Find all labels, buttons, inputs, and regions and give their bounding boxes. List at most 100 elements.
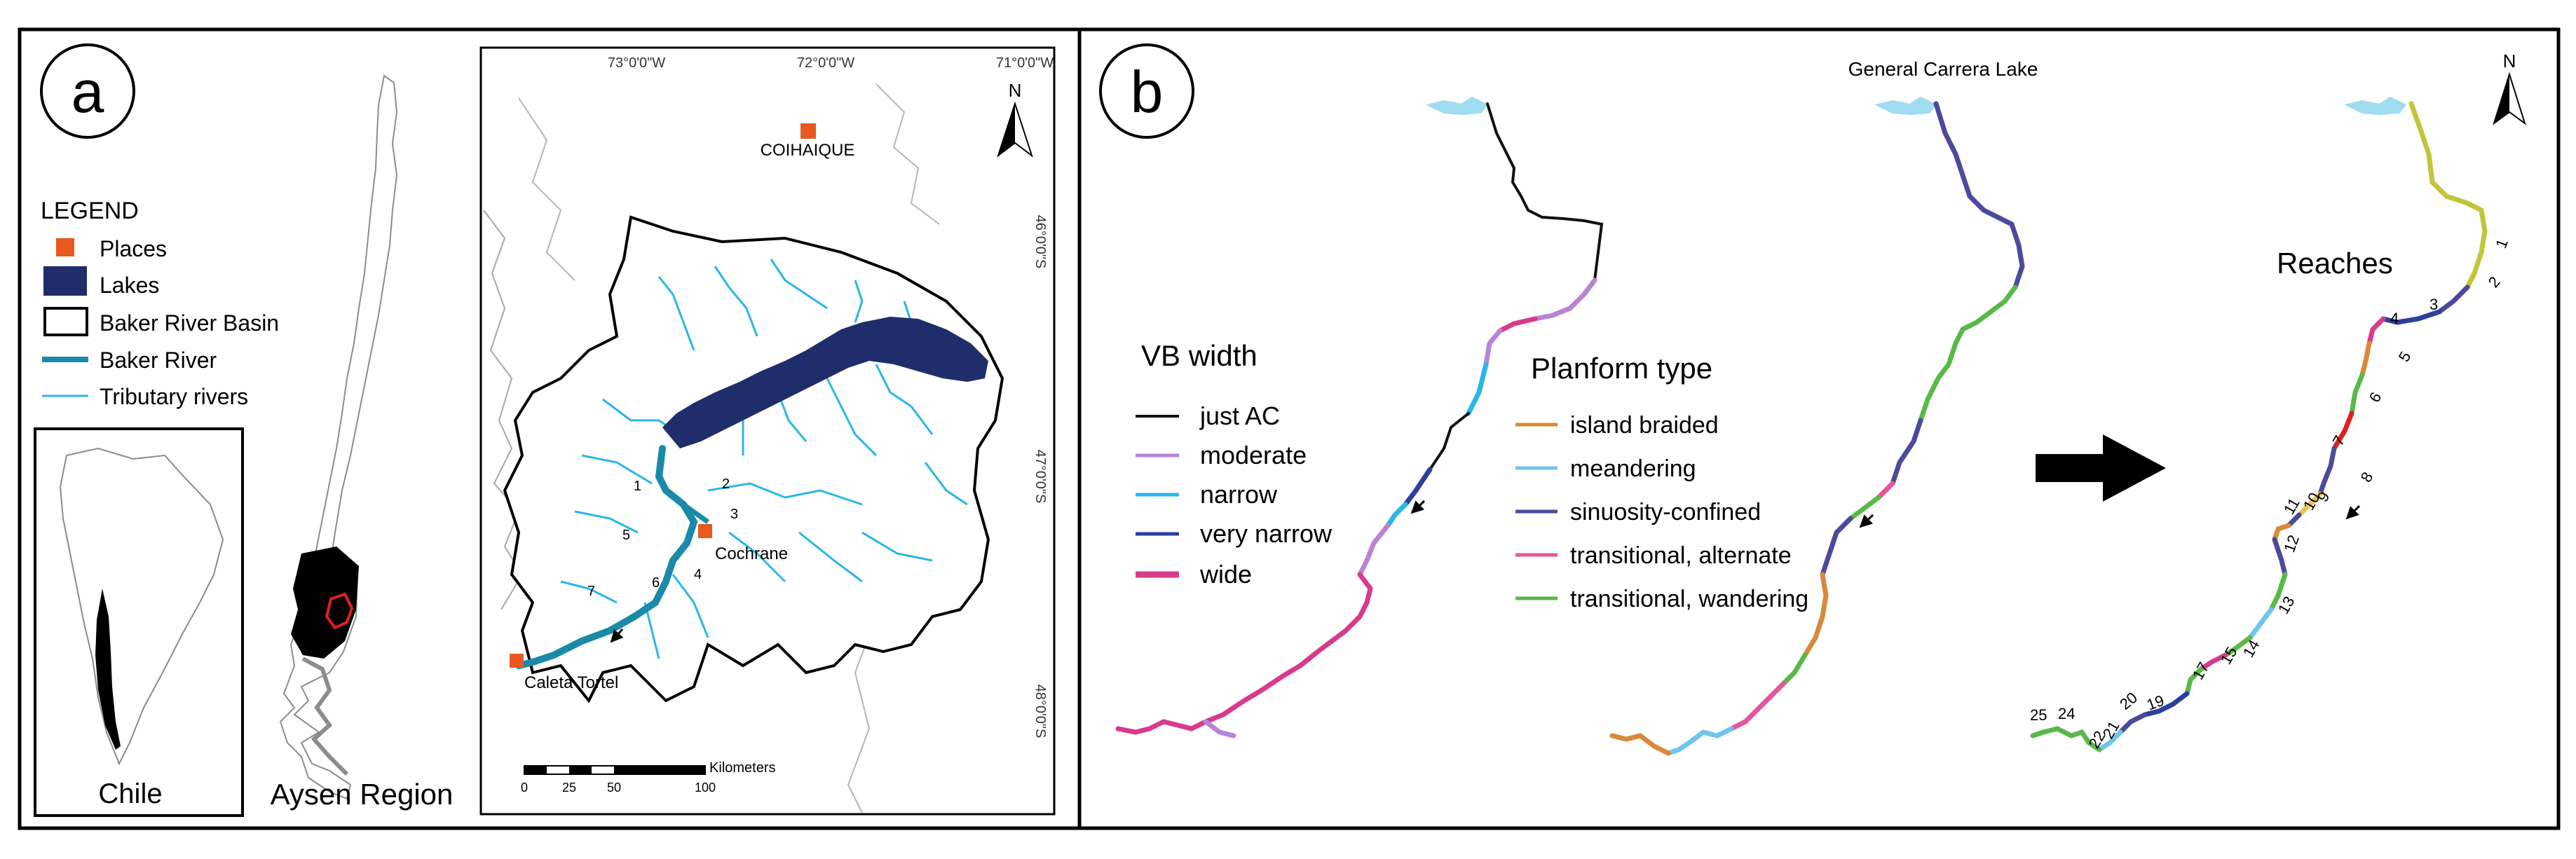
baker-river [515,445,698,669]
panel-a-label: a [71,59,104,125]
aysen-region-shape [291,547,359,659]
planform-title: Planform type [1531,352,1712,385]
place-tortel-label: Caleta Tortel [524,673,618,692]
vb-width-title: VB width [1141,339,1258,372]
reach-num-1: 1 [2492,237,2512,251]
panel-b-label: b [1131,59,1164,125]
panel-b-badge [1099,43,1194,139]
panel-a: a LEGEND Places Lakes Baker River Basin … [34,43,1056,817]
border-line-south [847,616,877,813]
reach-num-8: 8 [2357,469,2377,485]
transition-arrow-icon [2036,434,2166,502]
place-cochrane-label: Cochrane [715,544,788,563]
reach-num-7: 7 [2329,432,2349,448]
lake-label-b: General Carrera Lake [1848,58,2038,80]
baker-basin-outline-small [325,592,354,630]
reach-num-12: 12 [2280,532,2303,555]
map-num-3: 3 [730,507,738,522]
vb-width-legend: VB width just AC moderate narrow very na… [1136,339,1333,589]
place-coihaique-marker [800,123,816,139]
aysen-label: Aysen Region [271,778,454,811]
patagonia-islands [301,657,349,776]
lat-label-46: 46°0'0"S [1033,215,1048,269]
north-label-b: N [2503,50,2516,71]
panel-a-badge [40,43,135,139]
place-coihaique-label: COIHAIQUE [761,141,855,160]
scale-tick-25: 25 [562,781,576,795]
place-tortel-marker [510,654,524,668]
lon-label-73: 73°0'0"W [608,55,665,71]
legend-places-swatch [56,238,74,256]
vb-label-3: very narrow [1200,519,1333,548]
legend-baker-label: Baker River [100,348,217,373]
reach-num-6: 6 [2366,389,2385,405]
baker-basin-map: 73°0'0"W 72°0'0"W 71°0'0"W 46°0'0"S 47°0… [479,46,1056,816]
scale-bar: 0 25 50 100 Kilometers [521,760,775,795]
reach-num-4: 4 [2390,310,2399,327]
flow-arrow-b3 [2345,504,2361,520]
reach-num-2: 2 [2485,273,2504,291]
chile-outline [279,74,398,800]
planform-label-2: sinuosity-confined [1570,499,1761,525]
map-num-5: 5 [622,528,630,543]
baker-branch [681,502,710,524]
planform-legend: Planform type island braided meandering … [1515,352,1808,612]
chile-inset: Chile [34,427,244,817]
vb-label-1: moderate [1200,441,1307,469]
scale-tick-100: 100 [695,781,716,795]
map-num-2: 2 [722,476,730,492]
legend-title: LEGEND [41,198,139,224]
legend-basin-label: Baker River Basin [100,310,279,336]
map-num-1: 1 [634,479,641,494]
reach-num-5: 5 [2395,348,2415,364]
place-cochrane-marker [698,524,712,538]
flow-arrow-b1 [1410,500,1426,514]
vb-label-4: wide [1199,560,1252,589]
river-planform [1609,96,2025,756]
north-label-a: N [1009,80,1022,101]
reach-num-3: 3 [2430,296,2438,313]
chile-label: Chile [98,778,162,809]
reach-num-25: 25 [2030,706,2047,724]
map-num-6: 6 [652,575,660,591]
scale-tick-0: 0 [521,781,528,795]
planform-label-4: transitional, wandering [1570,586,1808,612]
reaches-title: Reaches [2277,247,2393,280]
map-num-4: 4 [694,567,702,582]
panel-b: b VB width just AC moderate narrow [1099,43,2526,756]
legend-lakes-swatch [43,266,87,296]
north-arrow-fill-a [998,104,1015,156]
north-arrow-fill-b [2494,74,2509,123]
coastline-gray [483,209,524,610]
border-line-north [875,83,940,225]
legend-basin-swatch [43,307,88,336]
map-num-7: 7 [587,584,595,599]
chile-map: Aysen Region [271,74,454,811]
planform-label-3: transitional, alternate [1570,542,1792,569]
coast-lines-north [518,97,575,281]
panel-b-frame [1077,27,2561,830]
reach-num-20: 20 [2116,689,2141,713]
river-vb-width [1115,96,1604,738]
vb-label-2: narrow [1200,480,1278,509]
lon-label-72: 72°0'0"W [797,55,854,71]
planform-label-1: meandering [1570,455,1696,482]
reach-num-24: 24 [2058,705,2075,722]
lon-label-71: 71°0'0"W [996,55,1054,71]
legend-places-label: Places [100,236,167,261]
legend-tributary-label: Tributary rivers [100,384,248,409]
general-carrera-lake [662,317,988,448]
flow-arrow-a [610,628,624,643]
legend-lakes-label: Lakes [100,273,159,298]
lat-label-47: 47°0'0"S [1033,450,1048,504]
chile-shape [95,589,121,750]
lat-label-48: 48°0'0"S [1033,685,1048,738]
scale-unit: Kilometers [709,760,775,776]
legend-a: LEGEND Places Lakes Baker River Basin Ba… [41,198,279,409]
vb-label-0: just AC [1199,401,1280,430]
flow-arrow-b2 [1859,514,1874,528]
scale-tick-50: 50 [607,781,621,795]
river-reaches [2030,96,2488,753]
planform-label-0: island braided [1570,412,1719,439]
